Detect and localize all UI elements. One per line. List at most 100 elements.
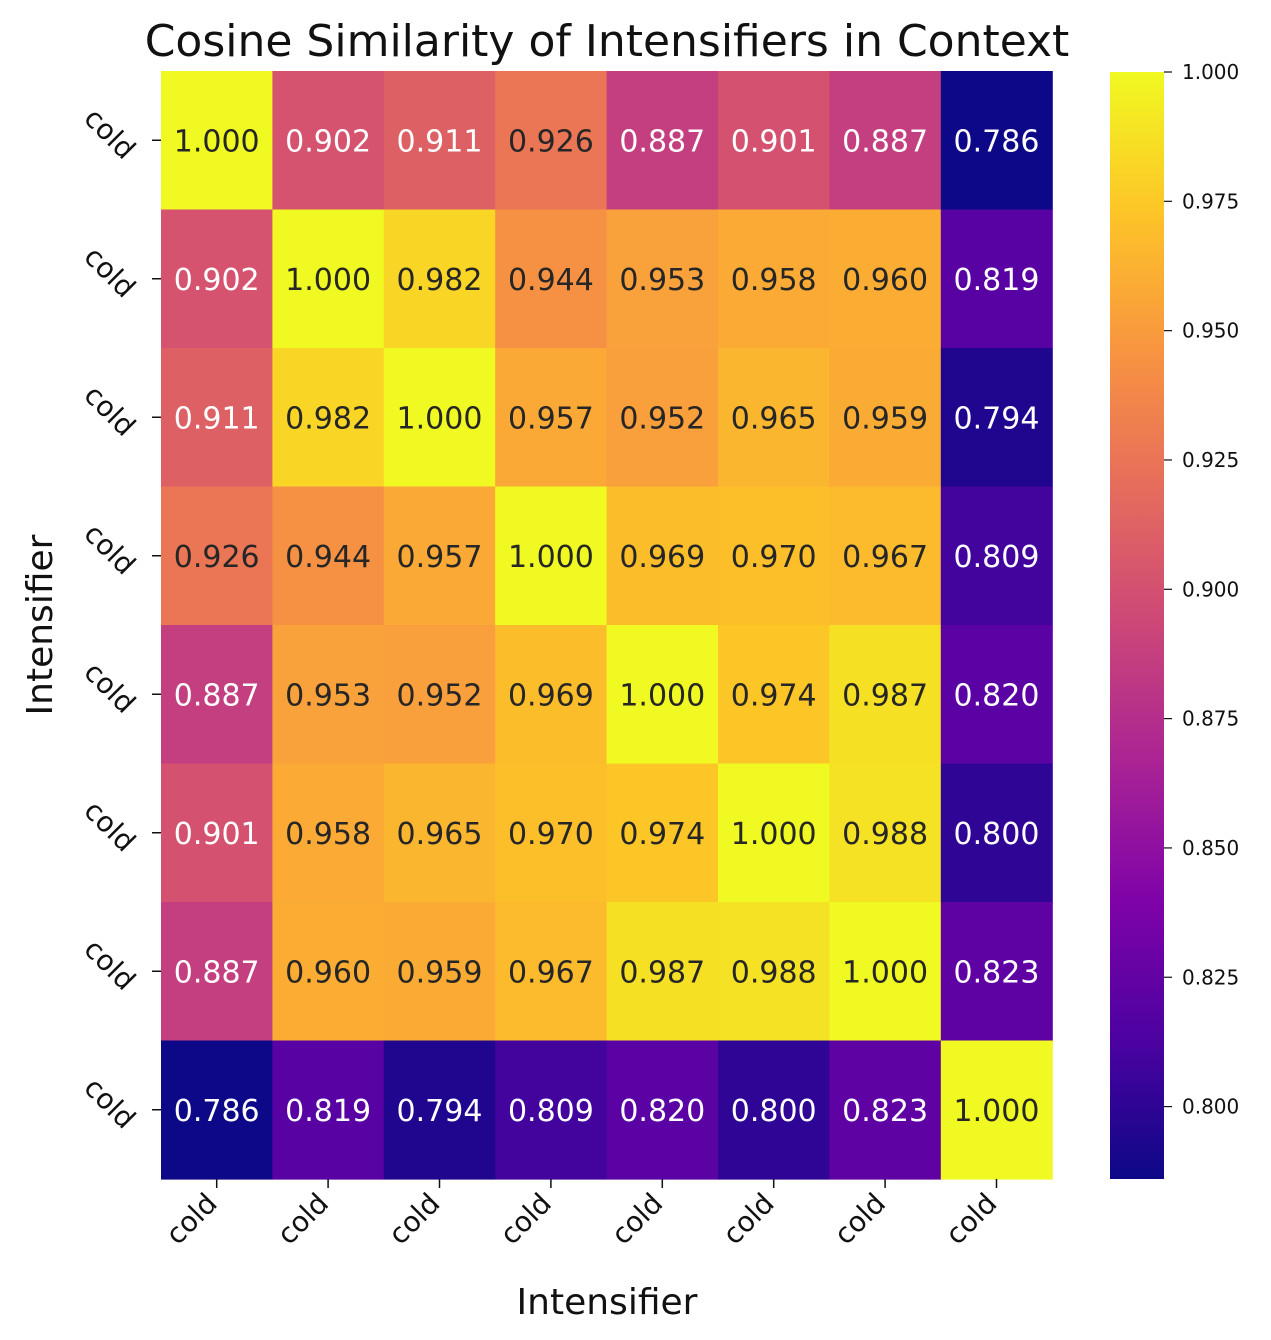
heatmap-cell (495, 625, 608, 765)
cell-value-label: 0.887 (174, 955, 260, 990)
cell-value-label: 0.820 (619, 1094, 705, 1129)
cell-value-label: 0.969 (508, 678, 594, 713)
cell-value-label: 0.809 (508, 1094, 594, 1129)
colorbar-tick-label: 0.800 (1182, 1095, 1239, 1119)
cell-value-label: 0.944 (508, 263, 594, 298)
cell-value-label: 1.000 (285, 263, 371, 298)
cell-value-label: 0.794 (397, 1094, 483, 1129)
colorbar-tick-label: 0.875 (1182, 707, 1239, 731)
cell-value-labels: 1.000 0.902 0.911 0.926 0.887 0.901 0.887 0.786… (174, 124, 1040, 1129)
cell-value-label: 1.000 (174, 124, 260, 159)
heatmap-cell (606, 348, 719, 488)
heatmap-cell (161, 71, 273, 211)
cell-value-label: 0.786 (954, 124, 1040, 159)
chart-title: Cosine Similarity of Intensifiers in Con… (145, 16, 1070, 67)
cell-value-label: 0.887 (619, 124, 705, 159)
heatmap-cell (161, 625, 273, 765)
cell-value-label: 0.944 (285, 540, 371, 575)
heatmap-cell (606, 902, 719, 1042)
heatmap-cell (272, 763, 385, 903)
x-axis-ticks: cold cold cold cold cold cold cold cold (159, 1179, 1003, 1251)
heatmap-cell (829, 1040, 942, 1180)
y-tick-label: cold (78, 101, 142, 165)
x-axis-label: Intensifier (517, 1282, 698, 1323)
heatmap-cell (829, 902, 942, 1042)
heatmap-cell (606, 486, 719, 626)
cell-value-label: 0.974 (731, 678, 817, 713)
heatmap-cell (829, 71, 942, 211)
colorbar-gradient (1110, 72, 1164, 1179)
heatmap-cell (940, 763, 1053, 903)
heatmap-cell (495, 71, 608, 211)
heatmap-cell (718, 486, 830, 626)
heatmap-cell (718, 348, 830, 488)
colorbar-tick-label: 0.900 (1182, 577, 1239, 601)
heatmap-cell (940, 1040, 1053, 1180)
colorbar-tick-label: 0.925 (1182, 448, 1239, 472)
colorbar-tick-label: 0.975 (1182, 189, 1239, 213)
heatmap-cell (495, 763, 608, 903)
cell-value-label: 0.952 (397, 678, 483, 713)
cell-value-label: 0.988 (731, 955, 817, 990)
cell-value-label: 0.823 (954, 955, 1040, 990)
heatmap-cell (718, 763, 830, 903)
heatmap-cell (161, 486, 273, 626)
heatmap-cell (272, 209, 385, 349)
cell-value-label: 0.982 (397, 263, 483, 298)
cell-value-label: 0.911 (174, 401, 260, 436)
cell-value-label: 0.958 (731, 263, 817, 298)
cell-value-label: 0.967 (508, 955, 594, 990)
cell-value-label: 0.901 (174, 817, 260, 852)
cell-value-label: 0.959 (842, 401, 928, 436)
y-tick-label: cold (78, 378, 142, 442)
heatmap-cell (718, 902, 830, 1042)
heatmap-cell (606, 625, 719, 765)
y-tick-label: cold (78, 794, 142, 858)
heatmap-cell (272, 1040, 385, 1180)
cell-value-label: 0.988 (842, 817, 928, 852)
cell-value-label: 0.911 (397, 124, 483, 159)
heatmap-cell (272, 71, 385, 211)
cell-value-label: 0.960 (842, 263, 928, 298)
cell-value-label: 0.952 (619, 401, 705, 436)
cell-value-label: 0.926 (508, 124, 594, 159)
cell-value-label: 0.887 (174, 678, 260, 713)
heatmap-cell (383, 209, 496, 349)
cell-value-label: 0.820 (954, 678, 1040, 713)
heatmap-cell (383, 348, 496, 488)
cell-value-label: 0.957 (508, 401, 594, 436)
heatmap-cell (829, 763, 942, 903)
heatmap-cell (383, 486, 496, 626)
heatmap-cell (606, 71, 719, 211)
y-tick-label: cold (78, 240, 142, 304)
cell-value-label: 0.970 (731, 540, 817, 575)
heatmap-cell (829, 209, 942, 349)
cell-value-label: 1.000 (731, 817, 817, 852)
heatmap-cell (829, 486, 942, 626)
heatmap-cell (940, 209, 1053, 349)
heatmap-cell (161, 763, 273, 903)
heatmap-cell (161, 902, 273, 1042)
colorbar: 1.000 0.975 0.950 0.925 0.900 0.875 0.850 0.825… (1110, 60, 1239, 1179)
cell-value-label: 0.819 (954, 263, 1040, 298)
cell-value-label: 0.958 (285, 817, 371, 852)
heatmap-cell (383, 902, 496, 1042)
heatmap-cell (940, 348, 1053, 488)
heatmap-cell (829, 625, 942, 765)
heatmap-cell (718, 1040, 830, 1180)
heatmap-cell (495, 902, 608, 1042)
colorbar-tick-label: 0.850 (1182, 836, 1239, 860)
heatmap-cell (383, 625, 496, 765)
cell-value-label: 1.000 (508, 540, 594, 575)
colorbar-tick-label: 1.000 (1182, 60, 1239, 84)
heatmap-cell (495, 486, 608, 626)
cell-value-label: 1.000 (842, 955, 928, 990)
cell-value-label: 0.953 (619, 263, 705, 298)
cell-value-label: 0.974 (619, 817, 705, 852)
cell-value-label: 1.000 (397, 401, 483, 436)
heatmap-cell (272, 348, 385, 488)
colorbar-tick-label: 0.825 (1182, 965, 1239, 989)
heatmap-cell (161, 1040, 273, 1180)
heatmap-cell (940, 902, 1053, 1042)
